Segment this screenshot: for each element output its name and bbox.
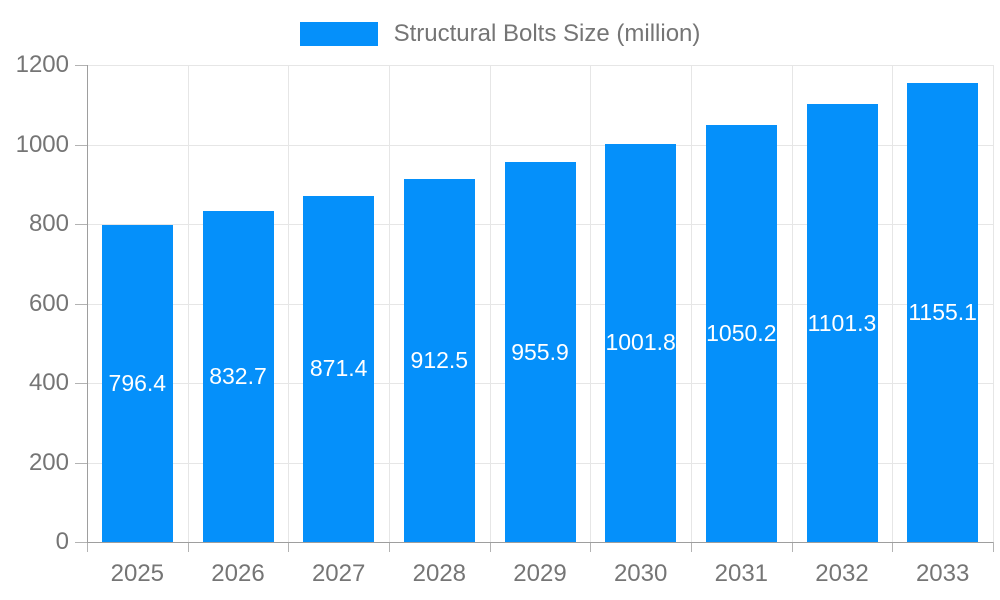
y-axis-tick — [75, 462, 87, 464]
x-axis-tick — [791, 542, 793, 552]
x-axis-tick — [993, 542, 994, 552]
x-gridline — [892, 65, 894, 542]
bar-2033[interactable]: 1155.1 — [907, 82, 979, 542]
x-axis-label: 2032 — [815, 560, 869, 587]
y-axis-label: 600 — [28, 289, 69, 317]
x-axis-label: 2030 — [613, 560, 668, 587]
y-axis-label: 0 — [55, 528, 69, 555]
y-axis-tick — [75, 542, 87, 543]
chart-legend[interactable]: Structural Bolts Size (million) — [0, 18, 1000, 50]
y-axis-tick — [75, 224, 87, 225]
bar-2025[interactable]: 796.4 — [101, 225, 173, 542]
x-gridline — [389, 65, 390, 542]
bar-2028[interactable]: 912.5 — [403, 179, 475, 542]
x-axis-label: 2028 — [412, 560, 467, 587]
x-axis-line — [87, 542, 993, 543]
bar-value-label: 832.7 — [209, 362, 267, 389]
x-axis-tick — [87, 542, 88, 552]
bar-value-label: 796.4 — [108, 370, 167, 397]
y-axis-label: 400 — [28, 369, 69, 396]
bar-2031[interactable]: 1050.2 — [705, 124, 777, 542]
x-gridline — [791, 65, 793, 542]
bar-2032[interactable]: 1101.3 — [806, 104, 878, 542]
x-axis-tick — [187, 542, 189, 552]
plot-area: 796.4 832.7 871.4 912.5 955.9 1001.8 1050.2 110… — [87, 65, 994, 542]
y-axis-label: 1200 — [15, 51, 69, 78]
y-axis-label: 200 — [28, 448, 69, 476]
legend-label: Structural Bolts Size (million) — [393, 20, 701, 47]
x-gridline — [993, 65, 994, 542]
x-axis-tick — [590, 542, 592, 552]
bar-value-label: 912.5 — [410, 347, 469, 374]
x-axis-tick — [389, 542, 390, 552]
x-gridline — [489, 65, 491, 542]
x-axis-label: 2026 — [211, 560, 265, 587]
x-gridline — [187, 65, 189, 542]
x-axis-tick — [892, 542, 894, 552]
bar-2030[interactable]: 1001.8 — [605, 143, 677, 542]
bar-2029[interactable]: 955.9 — [504, 162, 576, 542]
x-axis-tick — [288, 542, 290, 552]
bar-2026[interactable]: 832.7 — [202, 211, 274, 542]
y-axis-label: 1000 — [15, 130, 69, 158]
y-axis-line — [87, 65, 88, 542]
y-gridline — [87, 144, 993, 146]
y-axis-tick — [75, 144, 87, 146]
x-axis-label: 2029 — [513, 560, 567, 587]
x-axis-label: 2031 — [714, 560, 769, 587]
x-gridline — [691, 65, 692, 542]
x-axis-label: 2027 — [311, 560, 366, 587]
y-axis-tick — [75, 65, 87, 66]
bar-value-label: 1101.3 — [807, 309, 877, 336]
bar-2027[interactable]: 871.4 — [303, 195, 375, 542]
x-axis-tick — [489, 542, 491, 552]
x-gridline — [288, 65, 290, 542]
x-axis-label: 2033 — [915, 560, 970, 587]
x-gridline — [590, 65, 592, 542]
bar-value-label: 1001.8 — [605, 329, 676, 356]
bar-value-label: 955.9 — [511, 338, 569, 365]
bar-value-label: 871.4 — [309, 355, 368, 382]
legend-swatch-icon — [299, 22, 378, 46]
bar-value-label: 1050.2 — [706, 319, 777, 346]
y-axis-tick — [75, 303, 87, 305]
x-axis-label: 2025 — [110, 560, 165, 587]
bar-value-label: 1155.1 — [908, 298, 977, 325]
y-axis-label: 800 — [28, 210, 69, 237]
x-axis-tick — [691, 542, 692, 552]
y-gridline — [87, 65, 993, 66]
y-axis-tick — [75, 383, 87, 384]
